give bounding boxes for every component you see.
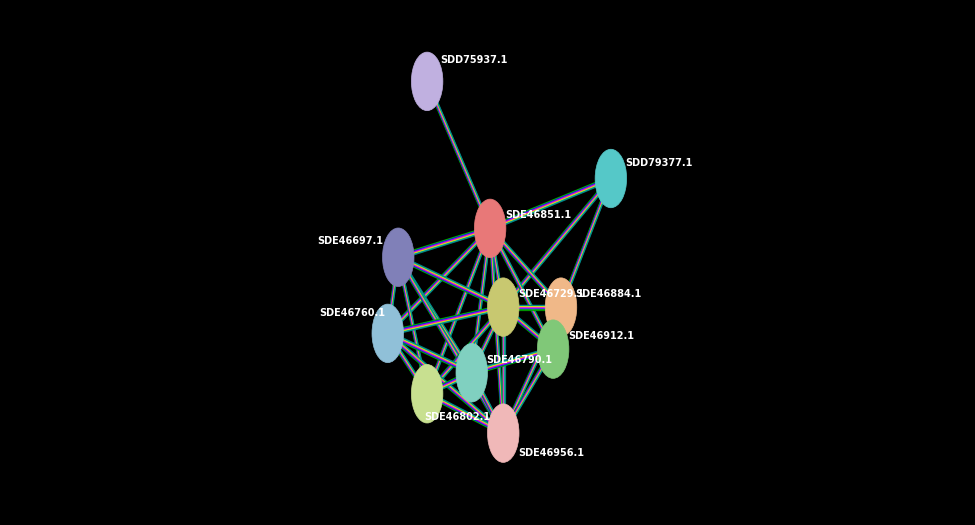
- Ellipse shape: [595, 149, 627, 208]
- Ellipse shape: [456, 343, 488, 402]
- Text: SDE46697.1: SDE46697.1: [318, 236, 383, 247]
- Text: SDE46760.1: SDE46760.1: [319, 308, 385, 319]
- Text: SDE46884.1: SDE46884.1: [575, 289, 642, 299]
- Ellipse shape: [411, 364, 443, 423]
- Text: SDE46851.1: SDE46851.1: [505, 210, 571, 220]
- Ellipse shape: [488, 278, 519, 337]
- Ellipse shape: [488, 404, 519, 463]
- Text: SDD75937.1: SDD75937.1: [441, 55, 508, 66]
- Text: SDE46729.1: SDE46729.1: [518, 289, 584, 299]
- Text: SDE46912.1: SDE46912.1: [567, 331, 634, 341]
- Ellipse shape: [545, 278, 577, 337]
- Ellipse shape: [382, 228, 414, 287]
- Text: SDE46956.1: SDE46956.1: [518, 448, 584, 458]
- Ellipse shape: [411, 52, 443, 111]
- Ellipse shape: [475, 199, 506, 258]
- Text: SDD79377.1: SDD79377.1: [626, 158, 693, 168]
- Ellipse shape: [372, 304, 404, 363]
- Text: SDE46802.1: SDE46802.1: [424, 412, 490, 423]
- Text: SDE46790.1: SDE46790.1: [487, 354, 553, 365]
- Ellipse shape: [537, 320, 568, 379]
